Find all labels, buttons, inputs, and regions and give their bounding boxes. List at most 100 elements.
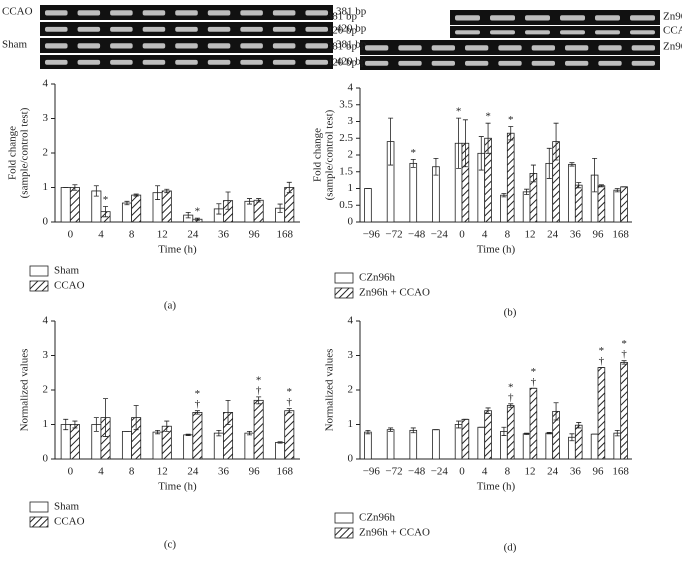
error-bar (433, 157, 439, 176)
x-tick-label: 4 (98, 229, 104, 241)
y-tick-label: 1.5 (339, 165, 353, 177)
bar (253, 199, 264, 223)
gel-band (45, 43, 68, 49)
legend-swatch (29, 501, 49, 513)
significance-mark: * (103, 194, 109, 206)
error-bar (508, 126, 514, 141)
panel-label: (c) (164, 539, 177, 551)
gel-label: CCAO (2, 6, 33, 18)
gel-label: 381 bp (327, 41, 358, 53)
bar (461, 418, 470, 460)
error-bar (614, 188, 620, 193)
y-tick-label: 0 (348, 216, 354, 228)
gel-images: CCAO Sham 381 bp 420 bp 381 bp 420 bp 38… (2, 5, 682, 70)
legend-swatch (334, 512, 354, 524)
significance-mark: * (256, 374, 262, 386)
y-tick-label: 1 (348, 182, 354, 194)
y-tick-label: 2 (348, 384, 354, 396)
error-bar (225, 191, 231, 210)
error-bar (388, 117, 394, 166)
gel-band (142, 10, 166, 16)
bar (500, 194, 508, 223)
x-tick-label: 96 (249, 229, 261, 241)
x-tick-label: 36 (570, 466, 582, 478)
error-bar (508, 403, 514, 408)
error-bar (164, 420, 170, 432)
x-tick-label: −96 (363, 229, 381, 241)
gel-band (142, 59, 166, 65)
error-bar (194, 410, 200, 415)
gel-band (455, 30, 480, 35)
significance-mark: * (599, 345, 605, 357)
significance-mark: * (287, 386, 293, 398)
gel-band (630, 30, 655, 35)
y-tick-label: 1 (348, 418, 354, 430)
gel-band (598, 60, 622, 66)
significance-mark: * (508, 381, 514, 393)
gel-label: 420 bp (336, 23, 367, 35)
gel-label: 420 bp (327, 57, 358, 69)
bar (484, 410, 492, 460)
error-bar (185, 433, 191, 436)
gel-label: 381 bp (336, 39, 367, 51)
error-bar (277, 203, 283, 213)
x-tick-label: 12 (525, 229, 536, 241)
gel-band (565, 60, 589, 66)
gel-band (465, 45, 489, 51)
error-bar (576, 182, 582, 189)
gel-band (240, 10, 263, 16)
x-tick-label: 8 (129, 229, 135, 241)
error-bar (485, 407, 491, 414)
significance-mark: † (508, 391, 514, 403)
y-tick-label: 0 (348, 453, 354, 465)
bar (152, 431, 163, 460)
gel-label: Sham (2, 39, 28, 51)
significance-mark: † (195, 398, 201, 410)
y-tick-label: 0 (43, 216, 49, 228)
error-bar (621, 360, 627, 365)
error-bar (133, 193, 139, 197)
error-bar (569, 162, 575, 167)
bar (253, 399, 264, 460)
error-bar (501, 426, 507, 436)
x-tick-label: 12 (157, 466, 168, 478)
x-tick-label: 24 (187, 466, 199, 478)
x-tick-label: −24 (431, 466, 449, 478)
x-tick-label: 4 (482, 466, 488, 478)
x-tick-label: 168 (276, 466, 293, 478)
error-bar (246, 431, 252, 436)
gel-band (398, 60, 422, 66)
gel-band (272, 43, 296, 49)
error-bar (410, 427, 416, 434)
bar (574, 184, 583, 223)
gel-band (630, 15, 655, 21)
gel-band (531, 45, 555, 51)
gel-band (110, 26, 133, 32)
error-bar (277, 441, 283, 444)
gel-band (595, 15, 620, 21)
significance-mark: † (621, 348, 627, 360)
x-axis-label: Time (h) (477, 481, 516, 493)
gel-band (560, 30, 585, 35)
gel-label: CCAO (663, 25, 682, 37)
gel-band (45, 10, 68, 16)
y-tick-label: 3 (348, 349, 354, 361)
gel-band (110, 43, 133, 49)
gel-band (142, 43, 166, 49)
bar (409, 162, 418, 223)
error-bar (598, 184, 604, 188)
legend-swatch (29, 280, 49, 292)
bar (613, 189, 622, 223)
error-bar (194, 217, 200, 221)
gel-label: 381 bp (336, 6, 367, 18)
error-bar (530, 164, 536, 183)
y-axis-label: Fold change (312, 128, 324, 182)
panel-label: (b) (504, 307, 517, 319)
bar (121, 430, 132, 460)
x-tick-label: 4 (98, 466, 104, 478)
legend-swatch (29, 516, 49, 528)
x-tick-label: 8 (505, 229, 511, 241)
gel-label: 420 bp (336, 56, 367, 68)
x-tick-label: −96 (363, 466, 381, 478)
gel-band (240, 43, 263, 49)
